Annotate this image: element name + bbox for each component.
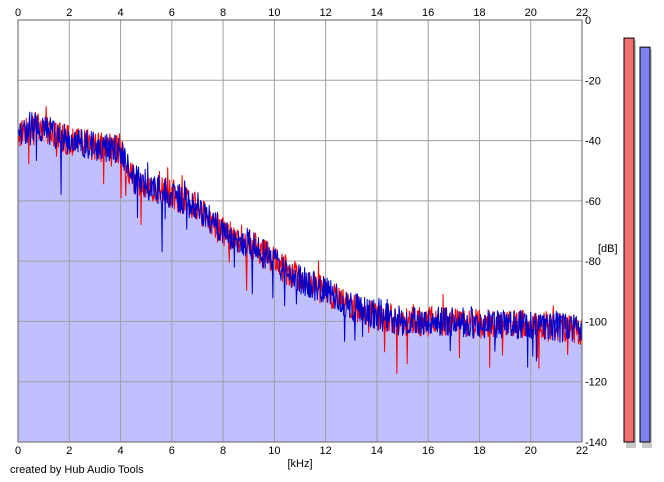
x-tick-label-bottom: 16 bbox=[422, 445, 434, 457]
x-tick-label-bottom: 12 bbox=[320, 445, 332, 457]
y-axis-label: [dB] bbox=[598, 243, 618, 255]
x-tick-label-bottom: 18 bbox=[473, 445, 485, 457]
x-tick-label-top: 4 bbox=[117, 7, 123, 19]
y-tick-label: -100 bbox=[585, 316, 607, 328]
y-tick-labels: 0 -20 -40 -60 -80 -100 -120 -140 bbox=[585, 15, 607, 449]
level-meters bbox=[623, 37, 652, 448]
x-axis-label: [kHz] bbox=[287, 458, 312, 470]
credit-text: created by Hub Audio Tools bbox=[10, 464, 144, 476]
x-tick-label-bottom: 22 bbox=[576, 445, 588, 457]
x-tick-label-bottom: 14 bbox=[371, 445, 383, 457]
x-tick-label-top: 14 bbox=[371, 7, 383, 19]
x-tick-labels-top: 0 2 4 6 8 10 12 14 16 18 20 22 bbox=[15, 7, 588, 19]
spectrum-line-blue bbox=[17, 111, 583, 368]
y-tick-label: -60 bbox=[585, 196, 601, 208]
y-tick-label: -140 bbox=[585, 437, 607, 449]
x-tick-label-top: 8 bbox=[220, 7, 226, 19]
y-tick-label: -120 bbox=[585, 377, 607, 389]
x-tick-label-bottom: 20 bbox=[525, 445, 537, 457]
y-tick-label: 0 bbox=[585, 15, 591, 27]
x-tick-label-top: 6 bbox=[169, 7, 175, 19]
x-tick-label-bottom: 8 bbox=[220, 445, 226, 457]
x-tick-label-top: 2 bbox=[66, 7, 72, 19]
spectrum-lines bbox=[17, 106, 583, 374]
plot-border bbox=[17, 19, 583, 443]
x-tick-label-top: 18 bbox=[473, 7, 485, 19]
y-tick-label: -80 bbox=[585, 256, 601, 268]
x-tick-labels-bottom: 0 2 4 6 8 10 12 14 16 18 20 22 bbox=[15, 445, 588, 457]
x-tick-label-top: 10 bbox=[268, 7, 280, 19]
level-meter-red bbox=[623, 37, 635, 443]
x-tick-label-bottom: 6 bbox=[169, 445, 175, 457]
x-tick-label-bottom: 4 bbox=[117, 445, 123, 457]
level-meter-blue bbox=[639, 46, 651, 443]
plot-frame bbox=[17, 19, 583, 443]
x-tick-label-top: 20 bbox=[525, 7, 537, 19]
y-tick-label: -20 bbox=[585, 75, 601, 87]
x-tick-label-top: 12 bbox=[320, 7, 332, 19]
x-tick-label-top: 22 bbox=[576, 7, 588, 19]
x-tick-label-bottom: 2 bbox=[66, 445, 72, 457]
x-tick-label-top: 16 bbox=[422, 7, 434, 19]
x-tick-label-top: 0 bbox=[15, 7, 21, 19]
x-tick-label-bottom: 0 bbox=[15, 445, 21, 457]
x-tick-label-bottom: 10 bbox=[268, 445, 280, 457]
y-tick-label: -40 bbox=[585, 136, 601, 148]
